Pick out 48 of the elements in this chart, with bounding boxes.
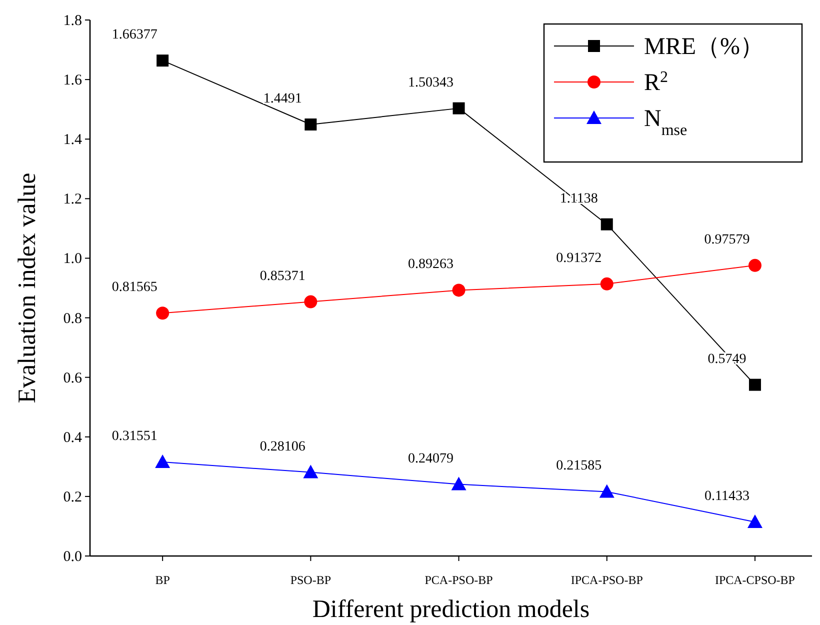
data-label: 0.97579 xyxy=(704,232,750,248)
point xyxy=(748,258,762,272)
y-tick-label: 0.6 xyxy=(63,370,82,386)
point xyxy=(155,454,170,468)
data-label: 0.91372 xyxy=(556,250,602,266)
point xyxy=(748,378,761,391)
y-tick-label: 1.8 xyxy=(63,13,82,29)
y-tick-label: 0.2 xyxy=(63,489,82,506)
y-tick-label: 1.2 xyxy=(63,192,82,208)
data-label: 0.89263 xyxy=(408,257,454,272)
point xyxy=(600,218,613,230)
data-label: 0.31551 xyxy=(112,429,158,444)
y-tick-label: 1.0 xyxy=(63,251,82,268)
legend-label: MRE（%） xyxy=(644,34,764,60)
point xyxy=(600,277,614,290)
point xyxy=(599,484,614,498)
y-tick-label: 0.8 xyxy=(63,310,82,327)
data-label: 0.11433 xyxy=(704,488,750,504)
data-label: 0.24079 xyxy=(408,451,454,466)
point xyxy=(452,102,465,114)
data-label: 1.4491 xyxy=(263,91,302,106)
data-label: 1.66377 xyxy=(112,28,158,43)
y-tick-label: 1.4 xyxy=(63,132,82,148)
x-tick-label: PCA-PSO-BP xyxy=(424,573,494,587)
x-tick-label: IPCA-CPSO-BP xyxy=(714,573,796,587)
y-tick-label: 0.4 xyxy=(63,430,82,446)
legend-label: N$_{mse}$ xyxy=(644,106,688,138)
legend-label: R$^{2}$ xyxy=(644,68,668,96)
point xyxy=(303,464,318,478)
data-label: 0.28106 xyxy=(260,439,306,454)
y-tick-label: 1.6 xyxy=(63,72,82,89)
y-tick-label: 0.0 xyxy=(63,549,82,565)
x-tick-label: PSO-BP xyxy=(290,573,332,587)
point xyxy=(747,514,762,528)
point xyxy=(156,306,170,320)
x-tick-label: IPCA-PSO-BP xyxy=(570,573,644,587)
x-tick-label: BP xyxy=(155,573,170,587)
data-label: 1.50343 xyxy=(408,75,454,90)
data-label: 0.21585 xyxy=(556,458,602,474)
data-label: 0.85371 xyxy=(260,268,306,284)
data-label: 0.81565 xyxy=(112,280,158,296)
point xyxy=(304,118,317,130)
point xyxy=(304,295,318,308)
y-axis-title: Evaluation index value xyxy=(14,172,41,404)
point xyxy=(156,54,169,67)
x-axis-title: Different prediction models xyxy=(312,596,590,623)
point xyxy=(451,476,466,490)
point xyxy=(452,284,466,297)
